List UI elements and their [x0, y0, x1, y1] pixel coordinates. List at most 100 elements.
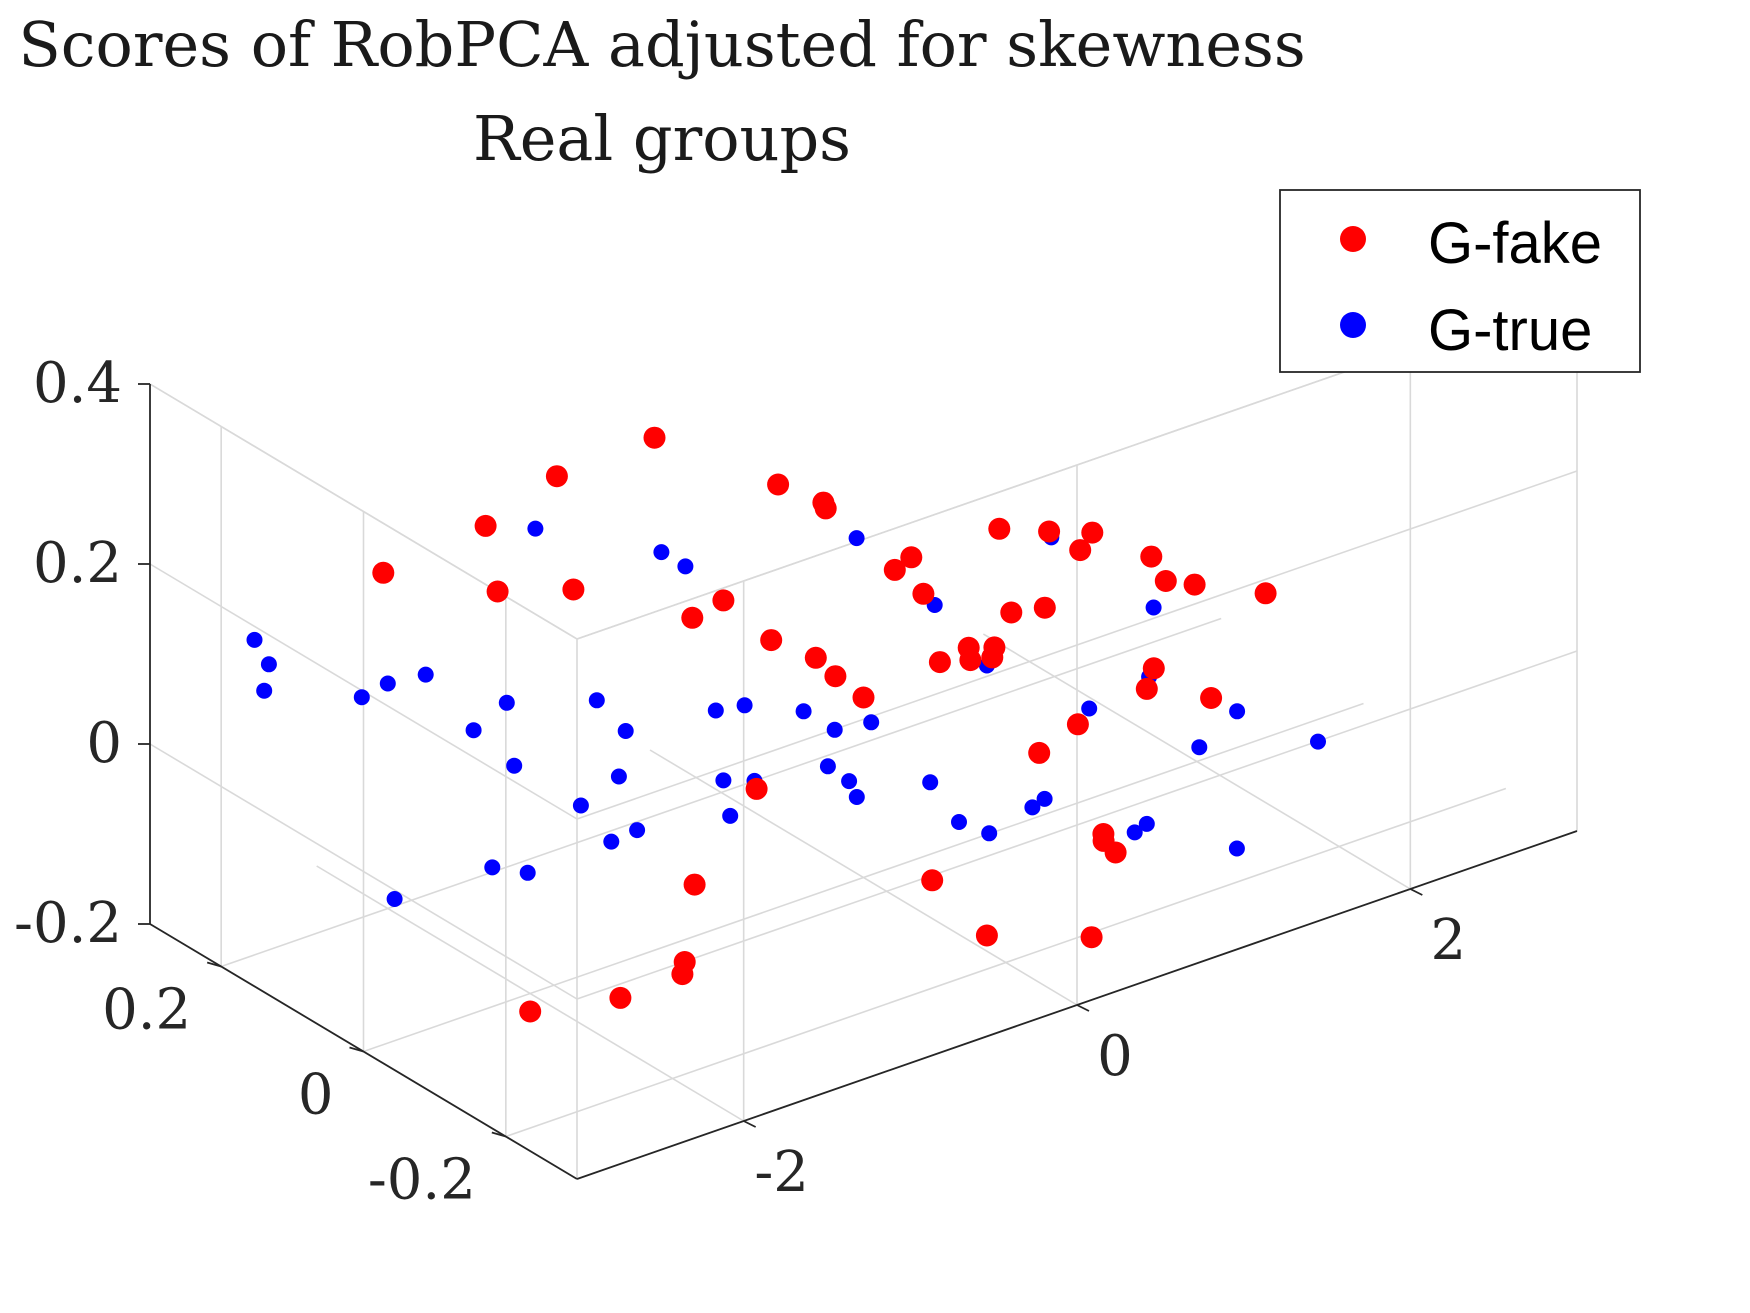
scatter-point-g-true	[951, 814, 967, 830]
z-tick-label: 0.4	[33, 351, 122, 416]
scatter-point-g-fake	[883, 558, 906, 581]
scatter-point-g-true	[707, 702, 724, 719]
scatter-point-g-true	[379, 675, 396, 692]
scatter-point-g-true	[603, 833, 620, 850]
chart-subtitle: Real groups	[473, 102, 851, 175]
scatter-point-g-true	[1228, 840, 1245, 857]
grid-line-floor	[220, 617, 1222, 968]
scatter-point-g-fake	[1140, 545, 1163, 568]
x-tick-label: -2	[754, 1140, 809, 1205]
z-tick-label: -0.2	[14, 891, 122, 956]
scatter-point-g-true	[819, 758, 836, 775]
scatter-point-g-fake	[804, 646, 827, 669]
scatter-point-g-fake	[683, 873, 706, 896]
scatter-point-g-fake	[519, 1000, 542, 1023]
scatter-point-g-fake	[1033, 596, 1056, 619]
scatter-point-g-fake	[609, 986, 632, 1009]
legend: G-fake G-true	[1279, 189, 1641, 373]
scatter-point-g-true	[736, 697, 753, 714]
scatter-point-g-fake	[486, 580, 509, 603]
y-tick-label: 0.2	[102, 978, 191, 1043]
scatter-point-g-true	[506, 757, 523, 774]
y-tick-mark	[206, 961, 222, 968]
scatter-point-g-true	[677, 558, 694, 575]
scatter-point-g-true	[498, 694, 515, 711]
scatter-point-g-fake	[959, 649, 982, 672]
scatter-point-g-true	[465, 722, 482, 739]
scatter-point-g-true	[841, 773, 858, 790]
scatter-point-g-true	[826, 721, 843, 738]
scatter-point-g-fake	[852, 686, 875, 709]
grid-lines	[149, 290, 1578, 1180]
scatter-point-g-fake	[912, 582, 935, 605]
scatter-point-g-fake	[745, 777, 768, 800]
legend-box	[1279, 189, 1641, 373]
scatter-point-g-true	[922, 774, 939, 791]
scatter-point-g-fake	[1066, 713, 1089, 736]
x-tick-label: 2	[1431, 908, 1467, 973]
x-tick-mark	[743, 1120, 757, 1128]
scatter-point-g-fake	[1000, 601, 1023, 624]
scatter-point-g-fake	[1081, 521, 1104, 544]
scatter-point-g-fake	[562, 578, 585, 601]
y-tick-mark	[491, 1131, 507, 1138]
axis-lines	[138, 383, 1578, 1180]
scatter-point-g-fake	[921, 869, 944, 892]
scatter-point-g-true	[260, 656, 277, 673]
scatter-point-g-true	[722, 807, 739, 824]
chart-title: Scores of RobPCA adjusted for skewness	[18, 8, 1305, 81]
z-tick-label: 0.2	[33, 531, 122, 596]
scatter-point-g-true	[246, 631, 263, 648]
scatter-point-g-fake	[545, 465, 568, 488]
scatter-point-g-fake	[712, 589, 735, 612]
scatter-point-g-fake	[1135, 677, 1158, 700]
scatter-point-g-true	[848, 530, 865, 547]
legend-swatch-g-fake	[1340, 226, 1366, 252]
scatter-point-g-true	[386, 891, 403, 907]
scatter-point-g-fake	[372, 561, 395, 584]
y-tick-label: -0.2	[368, 1148, 476, 1213]
scatter-point-g-fake	[1183, 573, 1206, 596]
scatter-point-g-fake	[824, 665, 847, 688]
scatter-point-g-true	[848, 789, 865, 805]
scatter-point-g-true	[1126, 824, 1143, 841]
scatter-point-g-true	[795, 703, 812, 720]
scatter-point-g-true	[629, 822, 646, 839]
scatter-point-g-true	[1310, 733, 1326, 750]
x-tick-label: 0	[1097, 1024, 1133, 1089]
scatter-point-g-fake	[812, 491, 835, 514]
scatter-point-g-true	[610, 768, 627, 785]
scatter-point-g-true	[1191, 739, 1208, 756]
scatter-point-g-fake	[681, 606, 704, 629]
scatter-point-g-fake	[643, 426, 666, 449]
scatter-point-g-true	[588, 692, 605, 709]
x-tick-mark	[1076, 1004, 1090, 1012]
scatter-point-g-fake	[975, 924, 998, 947]
scatter-point-g-fake	[900, 546, 923, 569]
grid-line-back-left	[149, 743, 578, 1000]
scatter-point-g-fake	[1154, 570, 1177, 592]
legend-label-g-true: G-true	[1428, 298, 1592, 363]
scatter-point-g-true	[484, 859, 501, 876]
legend-swatch-g-true	[1340, 312, 1366, 338]
scatter-point-g-true	[572, 797, 589, 814]
scatter-point-g-fake	[1142, 657, 1165, 680]
scatter-point-g-true	[519, 864, 536, 881]
grid-line-back-right	[576, 650, 1578, 1000]
scatter-point-g-true	[1036, 790, 1053, 807]
x-tick-mark	[1409, 888, 1423, 896]
scatter-point-g-true	[653, 544, 670, 561]
scatter-point-g-fake	[767, 473, 790, 496]
scatter-point-g-true	[417, 666, 434, 683]
scatter-point-g-true	[353, 689, 370, 706]
scatter-point-g-true	[863, 714, 880, 731]
scatter-point-g-true	[256, 682, 273, 699]
y-tick-label: 0	[298, 1063, 334, 1128]
scatter-point-g-fake	[474, 514, 497, 537]
scatter-point-g-true	[1138, 815, 1155, 832]
scatter-point-g-fake	[1080, 926, 1103, 949]
scatter-point-g-fake	[760, 629, 783, 652]
grid-line-floor	[363, 702, 1364, 1053]
grid-line-back-right	[576, 470, 1578, 820]
scatter-points	[246, 426, 1326, 1023]
